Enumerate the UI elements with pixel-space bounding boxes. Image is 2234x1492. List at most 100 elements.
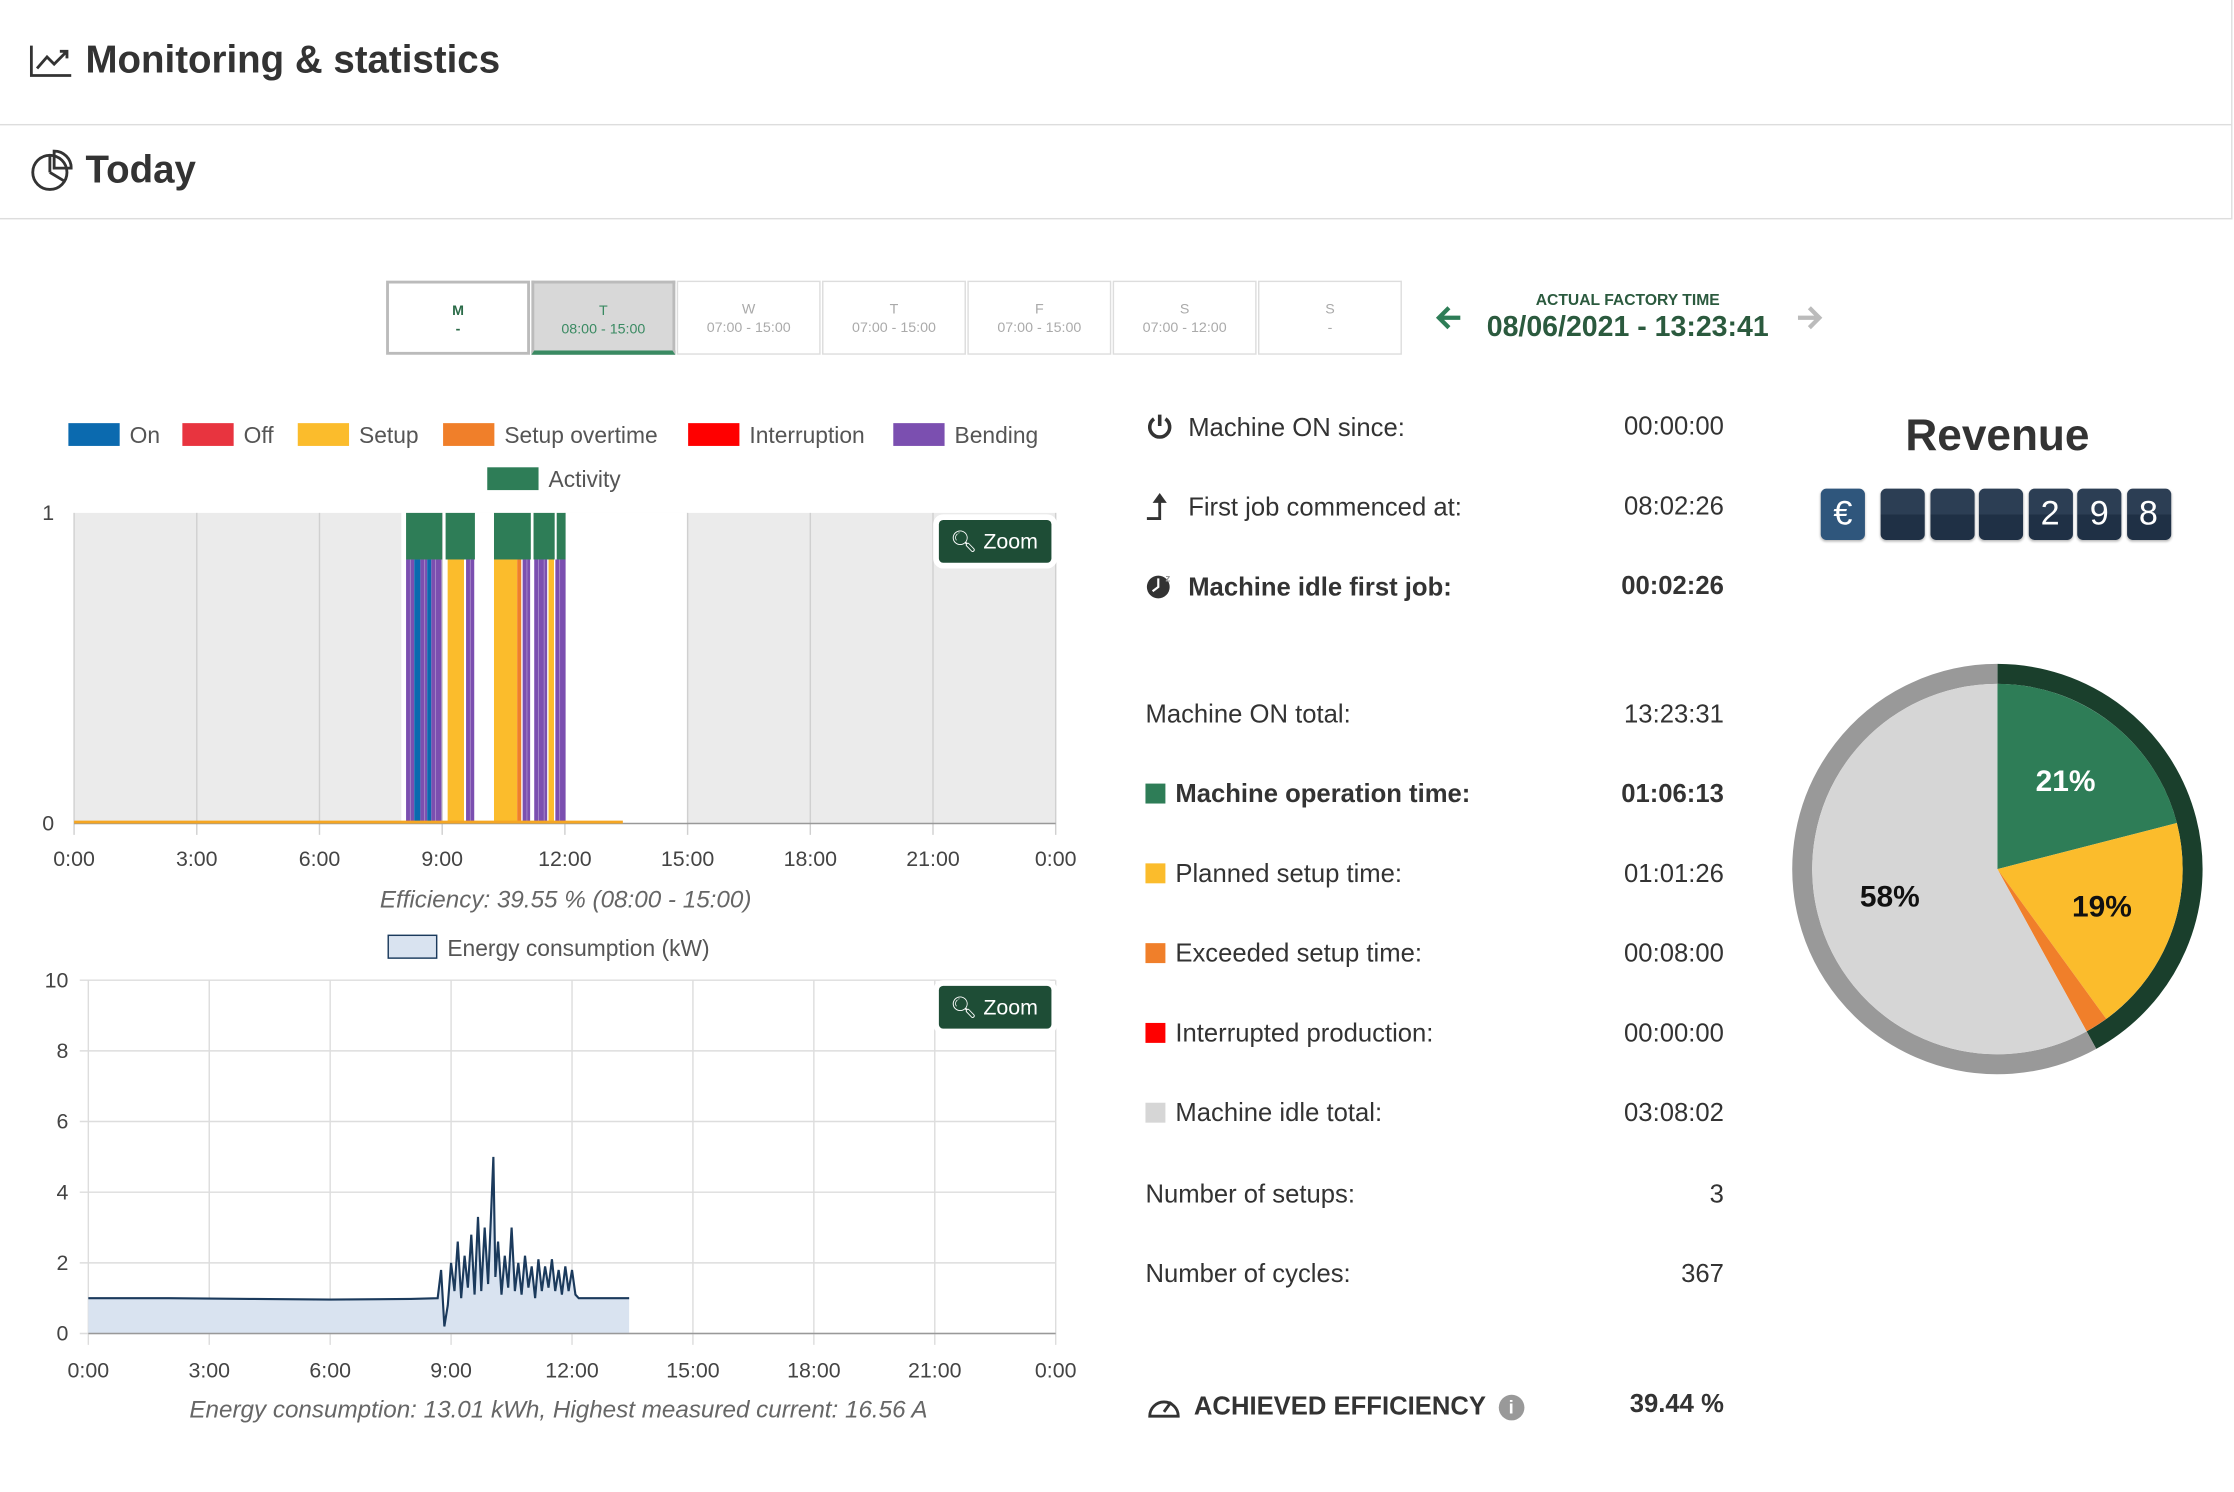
legend-swatch bbox=[387, 934, 438, 959]
stat-value: 367 bbox=[1681, 1259, 1724, 1288]
day-tab[interactable]: T 07:00 - 15:00 bbox=[822, 280, 966, 355]
legend-item[interactable]: Setup bbox=[297, 423, 419, 450]
state-bar bbox=[548, 559, 554, 824]
page-title: Monitoring & statistics bbox=[85, 38, 501, 82]
state-bar bbox=[534, 559, 548, 824]
x-tick-label: 9:00 bbox=[421, 847, 463, 871]
arrow-left-icon[interactable] bbox=[1433, 302, 1464, 333]
state-bar bbox=[431, 559, 442, 824]
pie-slice[interactable] bbox=[1997, 823, 2183, 1019]
day-letter: W bbox=[741, 302, 756, 318]
gauge-icon bbox=[1148, 1400, 1180, 1418]
x-tick-label: 6:00 bbox=[309, 1359, 351, 1383]
legend-item[interactable]: On bbox=[68, 423, 160, 450]
stat-label: Machine operation time: bbox=[1175, 779, 1471, 808]
x-tick-label: 12:00 bbox=[538, 847, 592, 871]
stat-label: Exceeded setup time: bbox=[1175, 938, 1423, 968]
day-tab[interactable]: S 07:00 - 12:00 bbox=[1112, 280, 1257, 355]
state-bar bbox=[493, 559, 518, 824]
stat-value: 00:00:00 bbox=[1624, 1018, 1724, 1048]
day-hours: 07:00 - 15:00 bbox=[997, 320, 1082, 337]
efficiency-value: 39.44 % bbox=[1629, 1389, 1724, 1418]
activity-bar bbox=[556, 512, 566, 560]
day-tab[interactable]: S- bbox=[1258, 280, 1402, 355]
day-tab[interactable]: F 07:00 - 15:00 bbox=[967, 280, 1112, 355]
revenue-digit bbox=[1978, 488, 2024, 540]
legend-item[interactable]: Setup overtime bbox=[443, 423, 658, 450]
legend-label: Bending bbox=[954, 424, 1039, 449]
zoom-in-icon: 🔍︎ bbox=[950, 529, 978, 555]
day-tab[interactable]: T 08:00 - 15:00 bbox=[531, 280, 676, 355]
section-title: Today bbox=[85, 148, 196, 191]
pie-slice[interactable] bbox=[1997, 683, 2177, 870]
day-letter: T bbox=[598, 303, 608, 320]
day-hours: - bbox=[455, 321, 461, 338]
stat-row: Machine idle total: 03:08:02 bbox=[1145, 1098, 1724, 1128]
legend-swatch bbox=[443, 423, 495, 446]
day-hours: 08:00 - 15:00 bbox=[561, 321, 646, 338]
y-tick-label: 8 bbox=[56, 1039, 68, 1063]
legend-square bbox=[1145, 1102, 1166, 1123]
y-tick-label: 1 bbox=[42, 501, 54, 525]
day-hours: - bbox=[1327, 320, 1333, 337]
info-icon[interactable]: i bbox=[1498, 1394, 1525, 1421]
legend-label: Interruption bbox=[749, 424, 865, 449]
x-tick-label: 15:00 bbox=[661, 847, 715, 871]
state-bar bbox=[466, 559, 475, 824]
day-letter: F bbox=[1034, 302, 1044, 318]
arrow-right-icon[interactable] bbox=[1794, 302, 1825, 333]
stat-row: Machine ON total: 13:23:31 bbox=[1145, 700, 1723, 730]
legend-item[interactable]: Interruption bbox=[688, 423, 865, 450]
efficiency-caption: Efficiency: 39.55 % (08:00 - 15:00) bbox=[379, 886, 752, 914]
state-bar bbox=[522, 559, 531, 824]
pie-slice[interactable] bbox=[1812, 683, 2087, 1055]
day-hours: 07:00 - 15:00 bbox=[706, 320, 791, 337]
zoom-button-activity[interactable]: 🔍︎ Zoom bbox=[938, 520, 1051, 563]
stat-label: Machine ON since: bbox=[1188, 413, 1405, 442]
revenue-digit: 9 bbox=[2077, 488, 2122, 540]
stat-value: 00:00:00 bbox=[1624, 411, 1724, 441]
x-tick-label: 15:00 bbox=[666, 1359, 720, 1383]
legend-item[interactable]: Activity bbox=[487, 467, 621, 494]
legend-label: Activity bbox=[548, 468, 621, 493]
y-tick-label: 6 bbox=[56, 1110, 68, 1134]
activity-bar bbox=[445, 512, 475, 560]
state-bar bbox=[555, 559, 566, 824]
stat-label: Number of setups: bbox=[1145, 1179, 1356, 1209]
x-tick-label: 6:00 bbox=[299, 847, 341, 871]
legend-item[interactable]: Off bbox=[182, 423, 274, 450]
day-letter: S bbox=[1325, 302, 1335, 318]
pie-label: 19% bbox=[2072, 891, 2132, 924]
state-bar bbox=[517, 559, 522, 824]
zoom-label: Zoom bbox=[983, 529, 1038, 555]
day-tab[interactable]: M- bbox=[386, 280, 530, 355]
day-hours: 07:00 - 12:00 bbox=[1142, 320, 1227, 337]
zoom-button-energy[interactable]: 🔍︎ Zoom bbox=[938, 985, 1051, 1029]
stat-value: 13:23:31 bbox=[1624, 699, 1724, 729]
activity-bar bbox=[533, 512, 555, 560]
legend-square bbox=[1145, 783, 1166, 804]
day-letter: M bbox=[452, 303, 464, 320]
stat-row: First job commenced at: 08:02:26 bbox=[1145, 492, 1724, 523]
zoom-label: Zoom bbox=[983, 995, 1038, 1021]
section-header: Today bbox=[0, 125, 2233, 220]
stat-value: 01:06:13 bbox=[1621, 779, 1724, 808]
energy-line bbox=[88, 1156, 630, 1327]
legend-square bbox=[1145, 1022, 1166, 1043]
achieved-efficiency: ACHIEVED EFFICIENCY i 39.44 % bbox=[1145, 1389, 1724, 1422]
efficiency-label: ACHIEVED EFFICIENCY bbox=[1193, 1391, 1486, 1421]
stat-row: Machine ON since: 00:00:00 bbox=[1145, 411, 1724, 443]
stat-value: 00:02:26 bbox=[1621, 571, 1724, 600]
activity-chart: 0:00 3:00 6:00 9:00 12:00 15:00 18:00 21:00 0:00… bbox=[42, 501, 1076, 871]
zoom-in-icon: 🔍︎ bbox=[950, 995, 978, 1021]
factory-time-value: 08/06/2021 - 13:23:41 bbox=[1486, 312, 1769, 344]
pie-slice[interactable] bbox=[1997, 869, 2107, 1032]
revenue-digit bbox=[1880, 488, 1925, 540]
x-tick-label: 3:00 bbox=[176, 847, 218, 871]
revenue-digit bbox=[1929, 488, 1974, 540]
legend-item[interactable]: Bending bbox=[893, 423, 1038, 450]
stat-label: Number of cycles: bbox=[1145, 1259, 1351, 1288]
state-bar bbox=[420, 559, 428, 824]
day-tab[interactable]: W 07:00 - 15:00 bbox=[676, 280, 821, 355]
y-tick-label: 10 bbox=[45, 968, 69, 992]
